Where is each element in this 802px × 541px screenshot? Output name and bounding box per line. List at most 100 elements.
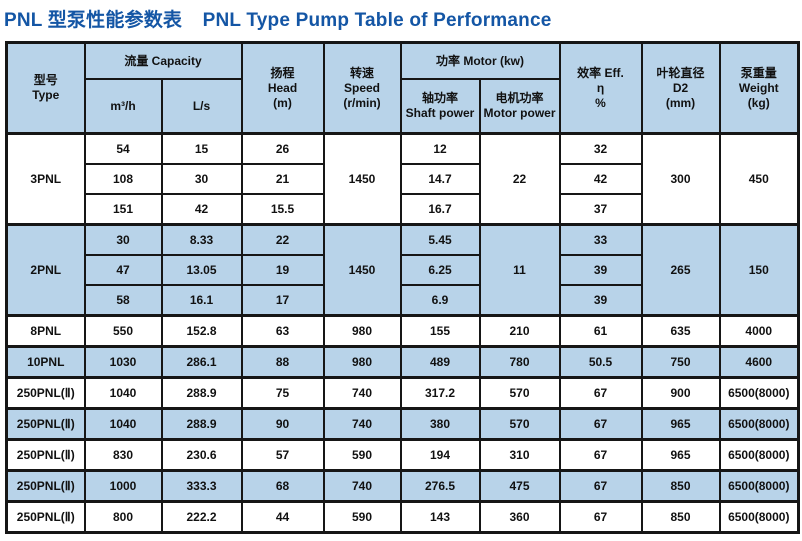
shaft-power-cell: 317.2 — [399, 376, 481, 410]
capacity-m3h-cell: 151 — [83, 193, 163, 226]
shaft-power-cell: 6.9 — [399, 284, 481, 317]
head-cell: 90 — [240, 407, 325, 441]
pump-type-cell: 250PNL(Ⅱ) — [5, 469, 86, 503]
speed-cell: 1450 — [322, 132, 402, 226]
weight-cell: 6500(8000) — [718, 500, 800, 534]
weight-cell: 150 — [718, 223, 800, 317]
capacity-m3h-cell: 550 — [83, 314, 163, 348]
col-header-eff: 效率 Eff. η % — [558, 41, 643, 135]
efficiency-cell: 67 — [558, 438, 643, 472]
motor-power-cell: 310 — [478, 438, 561, 472]
head-cell: 75 — [240, 376, 325, 410]
capacity-m3h-cell: 830 — [83, 438, 163, 472]
motor-power-cell: 570 — [478, 376, 561, 410]
motor-power-cell: 360 — [478, 500, 561, 534]
speed-cell: 590 — [322, 438, 402, 472]
efficiency-cell: 67 — [558, 469, 643, 503]
efficiency-cell: 39 — [558, 254, 643, 286]
table-row: 3PNL 54 15 26 1450 12 22 32 300 450 — [5, 132, 800, 226]
speed-cell: 590 — [322, 500, 402, 534]
weight-cell: 4600 — [718, 345, 800, 379]
shaft-power-cell: 6.25 — [399, 254, 481, 286]
shaft-power-cell: 276.5 — [399, 469, 481, 503]
col-header-motor-power: 电机功率 Motor power — [478, 78, 561, 135]
table-header: 型号 Type 流量 Capacity 扬程 Head (m) 转速 Speed… — [5, 41, 800, 135]
table-row: 8PNL 550 152.8 63 980 155 210 61 635 4000 — [5, 314, 800, 348]
impeller-d2-cell: 635 — [640, 314, 721, 348]
efficiency-cell: 33 — [558, 223, 643, 256]
table-row: 250PNL(Ⅱ) 1000 333.3 68 740 276.5 475 67 850 6500… — [5, 469, 800, 503]
pump-type-cell: 250PNL(Ⅱ) — [5, 438, 86, 472]
capacity-ls-cell: 16.1 — [160, 284, 243, 317]
table-row: 108 30 21 14.7 42 — [7, 163, 799, 195]
impeller-d2-cell: 265 — [640, 223, 721, 317]
pump-type-cell: 250PNL(Ⅱ) — [5, 376, 86, 410]
capacity-ls-cell: 30 — [160, 163, 243, 195]
capacity-ls-cell: 333.3 — [160, 469, 243, 503]
pump-type-cell: 10PNL — [5, 345, 86, 379]
speed-cell: 740 — [322, 376, 402, 410]
weight-cell: 450 — [718, 132, 800, 226]
head-cell: 26 — [240, 132, 325, 165]
table-row: 250PNL(Ⅱ) 1040 288.9 90 740 380 570 67 965 6500(8… — [5, 407, 800, 441]
impeller-d2-cell: 900 — [640, 376, 721, 410]
col-header-type: 型号 Type — [5, 41, 86, 135]
capacity-m3h-cell: 1030 — [83, 345, 163, 379]
table-row: 151 42 15.5 16.7 37 — [7, 193, 799, 226]
head-cell: 17 — [240, 284, 325, 317]
efficiency-cell: 50.5 — [558, 345, 643, 379]
speed-cell: 980 — [322, 345, 402, 379]
head-cell: 19 — [240, 254, 325, 286]
efficiency-cell: 37 — [558, 193, 643, 226]
capacity-ls-cell: 288.9 — [160, 376, 243, 410]
table-row: 10PNL 1030 286.1 88 980 489 780 50.5 750 4600 — [5, 345, 800, 379]
head-cell: 21 — [240, 163, 325, 195]
head-cell: 88 — [240, 345, 325, 379]
head-cell: 57 — [240, 438, 325, 472]
pump-type-cell: 2PNL — [5, 223, 86, 317]
shaft-power-cell: 489 — [399, 345, 481, 379]
capacity-ls-cell: 8.33 — [160, 223, 243, 256]
impeller-d2-cell: 300 — [640, 132, 721, 226]
impeller-d2-cell: 850 — [640, 500, 721, 534]
col-header-shaft-power: 轴功率 Shaft power — [399, 78, 481, 135]
col-header-speed: 转速 Speed (r/min) — [322, 41, 402, 135]
pump-type-cell: 3PNL — [5, 132, 86, 226]
weight-cell: 4000 — [718, 314, 800, 348]
shaft-power-cell: 12 — [399, 132, 481, 165]
pump-type-cell: 8PNL — [5, 314, 86, 348]
col-header-d2: 叶轮直径 D2 (mm) — [640, 41, 721, 135]
col-header-m3h: m³/h — [83, 78, 163, 135]
capacity-m3h-cell: 800 — [83, 500, 163, 534]
efficiency-cell: 39 — [558, 284, 643, 317]
efficiency-cell: 42 — [558, 163, 643, 195]
weight-cell: 6500(8000) — [718, 407, 800, 441]
shaft-power-cell: 5.45 — [399, 223, 481, 256]
speed-cell: 980 — [322, 314, 402, 348]
speed-cell: 740 — [322, 469, 402, 503]
table-row: 250PNL(Ⅱ) 830 230.6 57 590 194 310 67 965 6500(80… — [5, 438, 800, 472]
capacity-m3h-cell: 30 — [83, 223, 163, 256]
shaft-power-cell: 143 — [399, 500, 481, 534]
table-row: 250PNL(Ⅱ) 1040 288.9 75 740 317.2 570 67 900 6500… — [5, 376, 800, 410]
efficiency-cell: 67 — [558, 500, 643, 534]
col-header-ls: L/s — [160, 78, 243, 135]
capacity-m3h-cell: 58 — [83, 284, 163, 317]
motor-power-cell: 210 — [478, 314, 561, 348]
capacity-m3h-cell: 1040 — [83, 407, 163, 441]
capacity-m3h-cell: 47 — [83, 254, 163, 286]
table-body: 3PNL 54 15 26 1450 12 22 32 300 450 108 30 21 14.7 42 1… — [5, 132, 800, 534]
head-cell: 44 — [240, 500, 325, 534]
motor-power-cell: 11 — [478, 223, 561, 317]
table-row: 47 13.05 19 6.25 39 — [7, 254, 799, 286]
efficiency-cell: 61 — [558, 314, 643, 348]
efficiency-cell: 32 — [558, 132, 643, 165]
capacity-m3h-cell: 1000 — [83, 469, 163, 503]
capacity-m3h-cell: 1040 — [83, 376, 163, 410]
shaft-power-cell: 155 — [399, 314, 481, 348]
motor-power-cell: 22 — [478, 132, 561, 226]
motor-power-cell: 475 — [478, 469, 561, 503]
pump-type-cell: 250PNL(Ⅱ) — [5, 407, 86, 441]
col-header-capacity: 流量 Capacity — [83, 41, 243, 80]
shaft-power-cell: 194 — [399, 438, 481, 472]
